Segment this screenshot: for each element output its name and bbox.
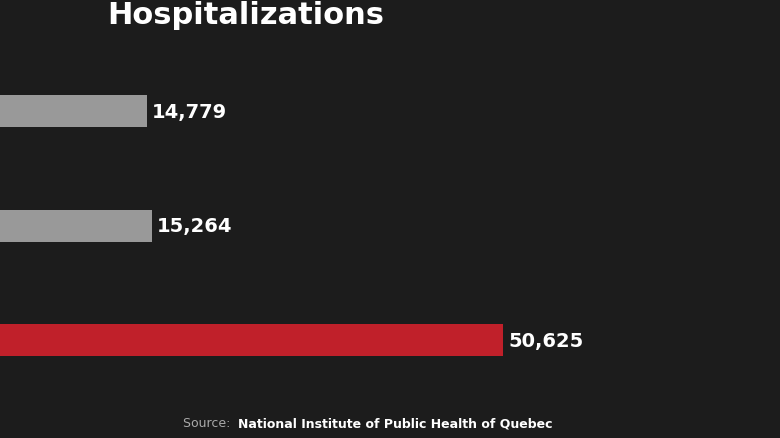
Bar [0,96,147,128]
Text: Source:: Source: [183,416,234,429]
Bar [0,210,151,242]
Title: Hospitalizations: Hospitalizations [107,1,385,30]
Bar [0,324,502,356]
Text: 15,264: 15,264 [157,217,232,236]
Text: 50,625: 50,625 [508,331,583,350]
Text: National Institute of Public Health of Quebec: National Institute of Public Health of Q… [238,416,552,429]
Text: 14,779: 14,779 [152,103,227,122]
